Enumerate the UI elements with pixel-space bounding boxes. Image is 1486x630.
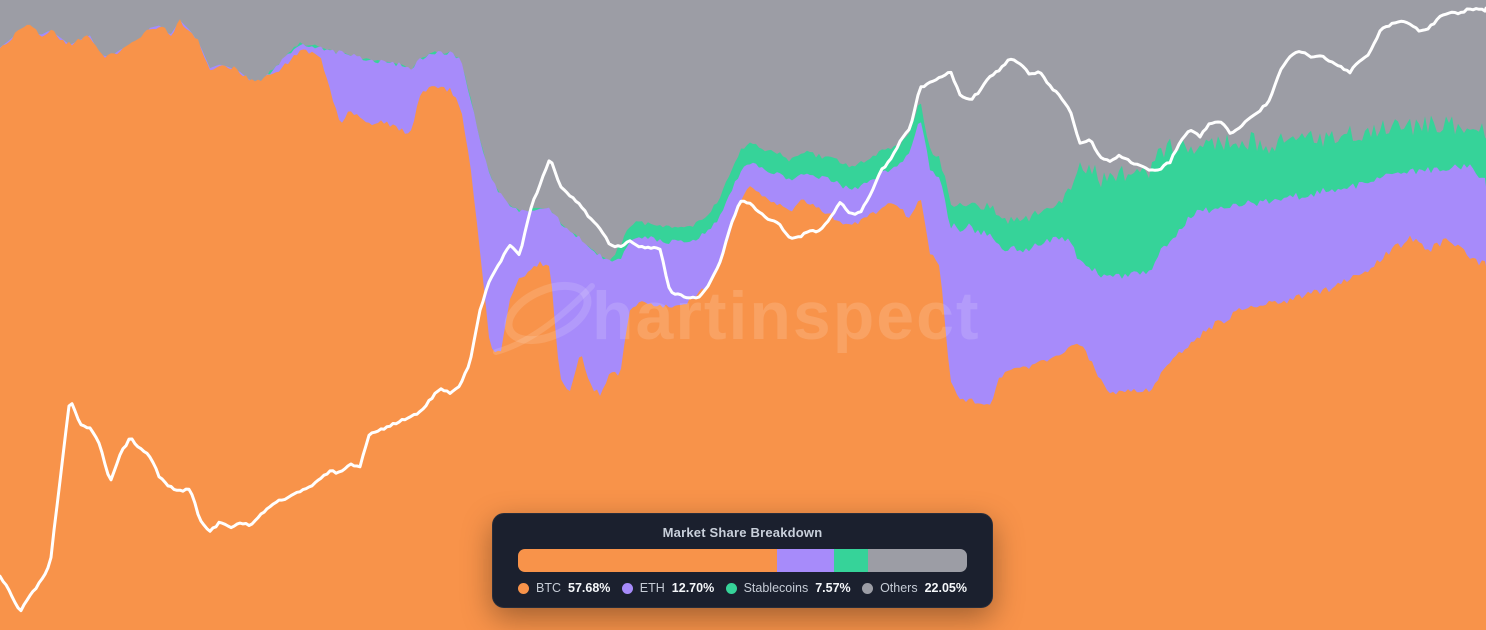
watermark-text: hartinspect [592, 278, 981, 354]
tooltip-legend: BTC 57.68% ETH 12.70% Stablecoins 7.57% Others… [518, 581, 967, 595]
bar-segment-stablecoins [833, 549, 868, 572]
tooltip-title: Market Share Breakdown [662, 525, 823, 540]
legend-swatch-btc [518, 582, 529, 594]
market-share-tooltip: Market Share Breakdown BTC 57.68% ETH 12.70… [492, 513, 993, 608]
legend-value-stablecoins: 7.57% [815, 581, 851, 595]
chartinspect-logo-icon [493, 281, 595, 355]
bar-segment-eth [776, 549, 834, 572]
legend-item-btc: BTC 57.68% [518, 581, 610, 595]
watermark: hartinspect [493, 278, 981, 355]
legend-item-stablecoins: Stablecoins 7.57% [725, 581, 851, 595]
bar-segment-others [867, 549, 967, 572]
legend-value-btc: 57.68% [568, 581, 611, 595]
legend-label-stablecoins: Stablecoins [743, 581, 809, 595]
price-line [0, 6, 1486, 613]
legend-label-eth: ETH [639, 581, 665, 595]
legend-item-eth: ETH 12.70% [621, 581, 715, 595]
btc-area[interactable] [0, 19, 1486, 630]
legend-label-btc: BTC [536, 581, 561, 595]
legend-label-others: Others [880, 581, 918, 595]
bar-segment-btc [518, 549, 777, 572]
legend-item-others: Others 22.05% [862, 581, 967, 595]
legend-swatch-others [862, 582, 874, 594]
legend-swatch-eth [621, 582, 633, 594]
market-share-bar [518, 549, 967, 572]
legend-value-eth: 12.70% [671, 581, 715, 595]
legend-value-others: 22.05% [924, 581, 967, 595]
legend-swatch-stablecoins [725, 582, 737, 594]
